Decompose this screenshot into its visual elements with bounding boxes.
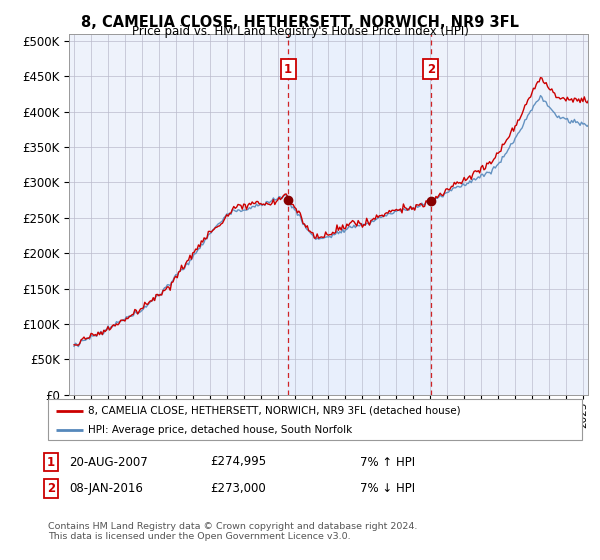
Text: Contains HM Land Registry data © Crown copyright and database right 2024.
This d: Contains HM Land Registry data © Crown c… [48,522,418,542]
Text: HPI: Average price, detached house, South Norfolk: HPI: Average price, detached house, Sout… [88,424,352,435]
Text: 8, CAMELIA CLOSE, HETHERSETT, NORWICH, NR9 3FL (detached house): 8, CAMELIA CLOSE, HETHERSETT, NORWICH, N… [88,405,461,416]
Text: £273,000: £273,000 [210,482,266,495]
Text: 1: 1 [284,63,292,76]
Text: 7% ↓ HPI: 7% ↓ HPI [360,482,415,495]
Text: 2: 2 [47,482,55,495]
Text: 20-AUG-2007: 20-AUG-2007 [69,455,148,469]
Bar [288,34,431,395]
Text: 08-JAN-2016: 08-JAN-2016 [69,482,143,495]
Text: 2: 2 [427,63,435,76]
Text: 8, CAMELIA CLOSE, HETHERSETT, NORWICH, NR9 3FL: 8, CAMELIA CLOSE, HETHERSETT, NORWICH, N… [81,15,519,30]
Text: 7% ↑ HPI: 7% ↑ HPI [360,455,415,469]
Text: 1: 1 [47,455,55,469]
Text: £274,995: £274,995 [210,455,266,469]
Text: Price paid vs. HM Land Registry's House Price Index (HPI): Price paid vs. HM Land Registry's House … [131,25,469,38]
